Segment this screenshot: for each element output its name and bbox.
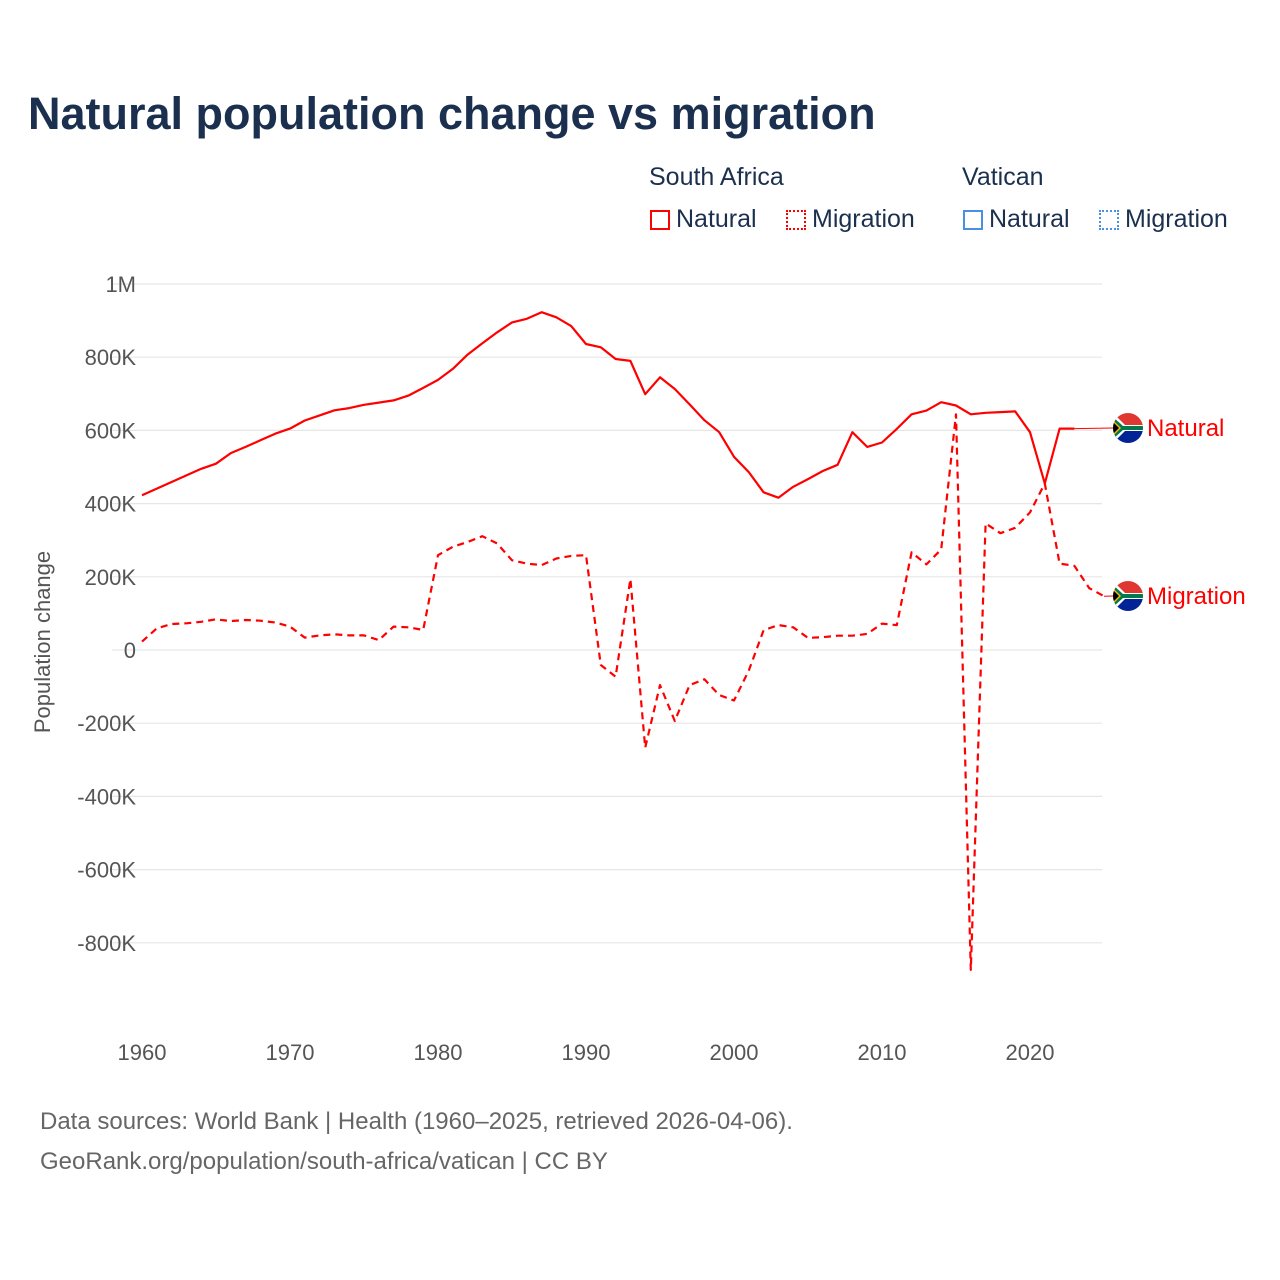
legend-label: Natural	[676, 205, 757, 233]
solid-swatch-icon	[963, 209, 983, 230]
dotted-swatch-icon	[1099, 209, 1119, 230]
y-tick-label: -800K	[77, 931, 136, 956]
legend-item-sa-migration[interactable]: Migration	[786, 205, 915, 234]
dotted-swatch-icon	[786, 209, 806, 230]
y-tick-label: 800K	[85, 345, 137, 370]
south-africa-flag-icon	[1113, 413, 1143, 443]
solid-swatch-icon	[650, 209, 670, 230]
series-line-migration	[141, 413, 1105, 972]
legend-label: Migration	[812, 205, 915, 233]
x-tick-label: 1980	[414, 1040, 463, 1065]
series-line-natural	[141, 311, 1075, 499]
x-tick-label: 1960	[118, 1040, 167, 1065]
flag-green	[1113, 417, 1143, 439]
footer-sources: Data sources: World Bank | Health (1960–…	[40, 1108, 793, 1135]
flag-green	[1113, 585, 1143, 607]
y-tick-label: 400K	[85, 492, 137, 517]
y-axis-label: Population change	[30, 551, 55, 733]
x-tick-label: 2020	[1006, 1040, 1055, 1065]
legend-label: Migration	[1125, 205, 1228, 233]
legend-group-south-africa: South Africa	[649, 163, 784, 191]
legend-item-sa-natural[interactable]: Natural	[650, 205, 757, 234]
legend-item-vatican-natural[interactable]: Natural	[963, 205, 1070, 234]
end-label: Natural	[1147, 415, 1224, 442]
leader-line	[1074, 427, 1114, 430]
legend-label: Natural	[989, 205, 1070, 233]
x-tick-label: 1990	[562, 1040, 611, 1065]
x-tick-label: 2010	[858, 1040, 907, 1065]
chart-title: Natural population change vs migration	[28, 88, 876, 139]
flag-black	[1113, 590, 1119, 602]
flag-black	[1113, 422, 1119, 434]
footer-link[interactable]: GeoRank.org/population/south-africa/vati…	[40, 1148, 608, 1175]
x-tick-label: 2000	[710, 1040, 759, 1065]
y-tick-label: -200K	[77, 711, 136, 736]
y-tick-label: 200K	[85, 565, 137, 590]
y-tick-label: 1M	[105, 272, 136, 297]
y-tick-label: 600K	[85, 418, 137, 443]
y-tick-label: 0	[124, 638, 136, 663]
end-label: Migration	[1147, 583, 1246, 610]
legend-group-vatican: Vatican	[962, 163, 1044, 191]
south-africa-flag-icon	[1113, 581, 1143, 611]
legend-item-vatican-migration[interactable]: Migration	[1099, 205, 1228, 234]
x-tick-label: 1970	[266, 1040, 315, 1065]
y-tick-label: -400K	[77, 784, 136, 809]
y-tick-label: -600K	[77, 858, 136, 883]
